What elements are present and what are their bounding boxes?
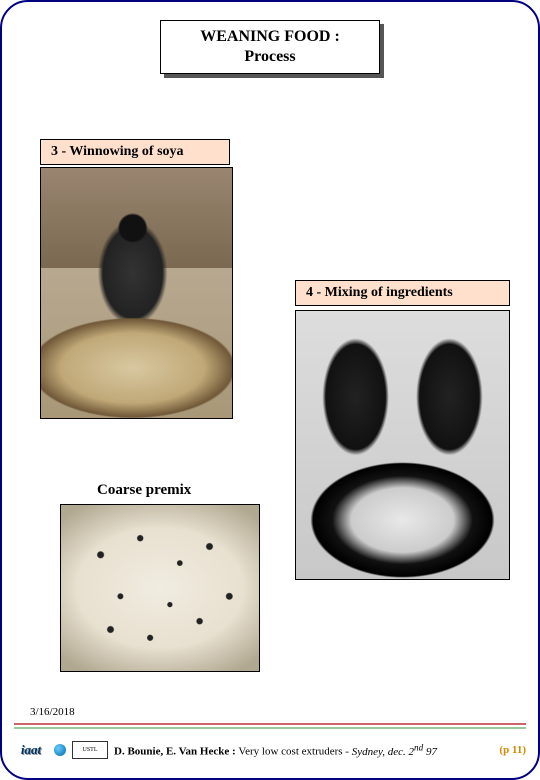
image-premix	[60, 504, 260, 672]
bullet-icon	[54, 744, 66, 756]
caption-step3: 3 - Winnowing of soya	[40, 139, 230, 165]
logo-ustl: USTL	[72, 741, 108, 759]
footer-text: D. Bounie, E. Van Hecke : Very low cost …	[114, 742, 493, 758]
image-step3	[40, 167, 233, 419]
title-box: WEANING FOOD : Process	[160, 20, 380, 74]
footer-talk: Very low cost extruders -	[238, 746, 351, 758]
slide-frame: WEANING FOOD : Process 3 - Winnowing of …	[0, 0, 540, 780]
photo-winnowing	[41, 168, 232, 418]
footer-venue-sup: nd	[414, 742, 423, 752]
logo-iaat: iaat	[14, 738, 48, 762]
divider-green	[14, 727, 526, 729]
caption-premix: Coarse premix	[97, 482, 191, 499]
caption-step4: 4 - Mixing of ingredients	[295, 280, 510, 306]
title-line2: Process	[171, 47, 369, 67]
divider-red	[14, 723, 526, 725]
title-front: WEANING FOOD : Process	[160, 20, 380, 74]
footer: iaat USTL D. Bounie, E. Van Hecke : Very…	[14, 738, 526, 762]
footer-venue-year: 97	[423, 746, 437, 758]
date-stamp: 3/16/2018	[30, 706, 75, 718]
photo-premix	[61, 505, 259, 671]
photo-mixing	[296, 311, 509, 579]
image-step4	[295, 310, 510, 580]
footer-venue: Sydney, dec. 2	[352, 746, 414, 758]
title-line1: WEANING FOOD :	[171, 27, 369, 47]
page-number: (p 11)	[499, 744, 526, 756]
footer-authors: D. Bounie, E. Van Hecke :	[114, 746, 238, 758]
